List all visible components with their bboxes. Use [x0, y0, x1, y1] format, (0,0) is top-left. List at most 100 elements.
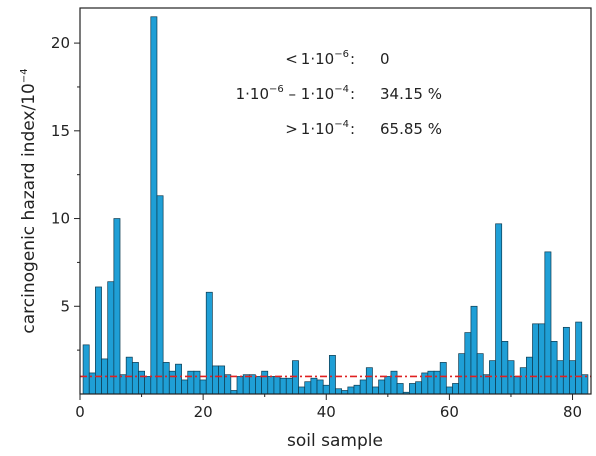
bar: [353, 384, 361, 395]
annotation-row-3-range: > 1·10−4:: [285, 119, 355, 138]
x-tick-label: 20: [194, 403, 213, 421]
bar: [310, 377, 318, 395]
bar: [144, 376, 152, 395]
bar: [581, 374, 589, 395]
bar: [464, 332, 472, 395]
bar: [187, 370, 195, 395]
bar: [181, 379, 189, 395]
bar: [285, 377, 293, 395]
bar: [489, 360, 496, 395]
annotation-row-1-prefix-exp: −6: [334, 49, 349, 60]
bar: [458, 353, 466, 395]
bar: [205, 291, 213, 395]
bar: [82, 344, 90, 395]
bar: [95, 286, 102, 395]
bar: [156, 195, 164, 395]
bar: [261, 370, 269, 395]
bar: [556, 360, 564, 395]
bar: [255, 376, 262, 395]
annotation-row-2-range: 1·10−6 – 1·10−4:: [236, 84, 355, 103]
bar: [384, 376, 392, 395]
bar: [304, 381, 312, 395]
bar: [119, 374, 127, 395]
bar: [298, 386, 306, 395]
bar: [131, 362, 139, 395]
bar: [199, 379, 207, 395]
bar: [396, 383, 404, 395]
bar: [218, 365, 226, 395]
y-tick-label: 15: [51, 122, 70, 140]
bar: [562, 326, 570, 395]
bar: [550, 341, 558, 395]
y-axis-label-exponent: −4: [19, 68, 30, 83]
annotation-row-1-value: 0: [380, 50, 390, 68]
annotation-row-1-colon: :: [350, 50, 355, 68]
bar: [292, 360, 299, 395]
bar: [445, 386, 453, 395]
bar: [513, 376, 521, 395]
bar: [544, 251, 552, 395]
annotation-row-3-prefix: > 1·10: [285, 120, 334, 138]
bar: [248, 374, 256, 395]
bar: [168, 370, 176, 395]
bar: [372, 386, 379, 395]
annotation-row-3-value: 65.85 %: [380, 120, 442, 138]
annotation-row-3-colon: :: [350, 120, 355, 138]
x-tick-label: 80: [563, 403, 582, 421]
annotation-row-1-range: < 1·10−6:: [285, 49, 355, 68]
bar: [439, 362, 447, 395]
bar: [452, 383, 459, 395]
bar: [236, 376, 244, 395]
y-axis-label-text: carcinogenic hazard index/10: [19, 83, 39, 333]
bar: [470, 305, 478, 395]
annotation-row-1-prefix: < 1·10: [285, 50, 334, 68]
bar: [427, 370, 435, 395]
bar: [519, 367, 527, 395]
bar: [193, 370, 201, 395]
bar: [409, 383, 416, 395]
bar: [267, 376, 275, 395]
bar: [501, 341, 509, 395]
bar: [212, 365, 219, 395]
bar: [328, 355, 336, 395]
x-tick-label: 60: [440, 403, 459, 421]
bar: [138, 370, 146, 395]
bar: [359, 379, 367, 395]
bar: [322, 384, 330, 395]
bar: [150, 16, 158, 395]
bar: [125, 356, 133, 395]
y-tick-label: 10: [51, 210, 70, 228]
bar: [347, 386, 355, 395]
bar: [507, 360, 515, 395]
bar: [316, 379, 324, 395]
ticks-group: 0 20 40 60 80 5 10 15 20: [51, 34, 582, 421]
bar: [433, 370, 441, 395]
bar: [495, 223, 503, 395]
bar: [415, 381, 423, 395]
bar: [365, 367, 373, 395]
bar: [279, 377, 287, 395]
bar: [242, 374, 250, 395]
bar: [335, 388, 343, 395]
annotation-row-2-range-mid: – 1·10: [284, 85, 334, 103]
y-tick-label: 5: [60, 297, 70, 315]
x-tick-label: 0: [75, 403, 85, 421]
bar: [569, 360, 576, 395]
bar: [390, 370, 398, 395]
bar: [482, 374, 490, 395]
annotation-row-2-colon: :: [350, 85, 355, 103]
bar: [575, 321, 583, 395]
bar: [224, 374, 232, 395]
annotation-row-2-value: 34.15 %: [380, 85, 442, 103]
bar: [378, 379, 386, 395]
annotation-row-2-prefix: 1·10: [236, 85, 269, 103]
plot-frame: [79, 7, 592, 395]
annotation-row-2-range-mid-exp: −4: [334, 84, 349, 95]
bar: [113, 218, 121, 395]
bar: [538, 323, 546, 395]
bar: [175, 363, 182, 395]
y-tick-label: 20: [51, 34, 70, 52]
x-tick-label: 40: [317, 403, 336, 421]
bar: [476, 353, 484, 395]
annotation-row-3-prefix-exp: −4: [334, 119, 349, 130]
